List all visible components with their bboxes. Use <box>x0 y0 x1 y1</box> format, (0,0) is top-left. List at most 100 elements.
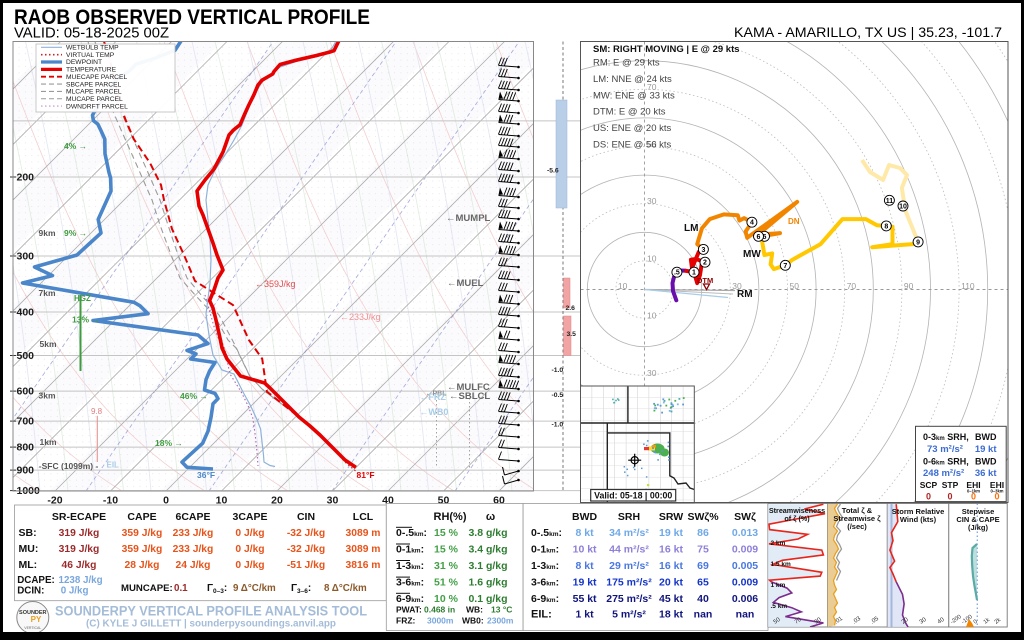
svg-text:0: 0 <box>971 492 976 502</box>
svg-text:WB0:: WB0: <box>462 616 484 626</box>
svg-text:0-1km:: 0-1km: <box>396 544 424 556</box>
svg-text:800: 800 <box>17 442 35 454</box>
svg-text:319 J/kg: 319 J/kg <box>59 528 100 539</box>
svg-text:0–3km: 0–3km <box>990 489 1003 494</box>
svg-text:15 %: 15 % <box>434 527 459 539</box>
svg-text:46 J/kg: 46 J/kg <box>62 560 97 571</box>
svg-text:275 m²/s²: 275 m²/s² <box>606 593 652 605</box>
svg-text:3-6km:: 3-6km: <box>396 577 424 589</box>
svg-text:Stepwise: Stepwise <box>962 507 995 516</box>
svg-text:ML:: ML: <box>19 559 38 571</box>
svg-text:0.1: 0.1 <box>174 583 188 594</box>
svg-text:ω: ω <box>486 511 495 523</box>
svg-text:29 m²/s²: 29 m²/s² <box>609 560 649 572</box>
svg-text:DWNDRFT PARCEL: DWNDRFT PARCEL <box>66 103 128 110</box>
svg-text:7km: 7km <box>39 288 56 298</box>
svg-text:1k: 1k <box>983 617 992 625</box>
svg-text:13 °C: 13 °C <box>491 605 512 615</box>
svg-text:SWζ: SWζ <box>734 511 756 523</box>
svg-text:3km: 3km <box>39 391 56 401</box>
svg-text:20 kt: 20 kt <box>659 577 683 589</box>
svg-text:.01: .01 <box>834 616 845 626</box>
svg-text:VERTICAL: VERTICAL <box>24 626 41 630</box>
svg-text:70: 70 <box>794 617 803 626</box>
svg-text:.03: .03 <box>852 616 863 626</box>
svg-text:8 kt: 8 kt <box>576 560 595 572</box>
svg-text:19 kt: 19 kt <box>573 577 597 589</box>
svg-text:8: 8 <box>884 223 888 230</box>
svg-text:0 J/kg: 0 J/kg <box>235 560 264 571</box>
svg-text:2.6: 2.6 <box>566 305 576 312</box>
svg-text:1.6 g/kg: 1.6 g/kg <box>468 577 507 589</box>
svg-text:233 J/kg: 233 J/kg <box>173 544 214 555</box>
svg-text:10 %: 10 % <box>434 593 459 605</box>
svg-text:1 km: 1 km <box>771 582 786 589</box>
svg-text:.5 km: .5 km <box>771 603 788 610</box>
svg-text:34 m²/s²: 34 m²/s² <box>609 527 649 539</box>
svg-text:BWD: BWD <box>572 511 597 523</box>
svg-text:RAOB OBSERVED VERTICAL PROFILE: RAOB OBSERVED VERTICAL PROFILE <box>14 5 370 29</box>
svg-text:10: 10 <box>899 204 907 211</box>
svg-text:359 J/kg: 359 J/kg <box>122 544 163 555</box>
svg-text:of ζ (%): of ζ (%) <box>784 514 810 523</box>
svg-text:-0.5: -0.5 <box>552 392 564 399</box>
svg-text:←359J/kg: ←359J/kg <box>255 279 296 289</box>
svg-text:0.013: 0.013 <box>732 527 758 539</box>
svg-text:←PBL: ←PBL <box>426 391 448 398</box>
svg-text:DN: DN <box>788 217 800 226</box>
svg-text:0: 0 <box>973 619 979 626</box>
svg-text:8 kt: 8 kt <box>576 527 595 539</box>
svg-text:1238 J/kg: 1238 J/kg <box>59 575 103 586</box>
svg-text:FRZ:: FRZ: <box>396 616 416 626</box>
svg-text:10 kt: 10 kt <box>573 544 597 556</box>
svg-text:50: 50 <box>773 617 782 626</box>
svg-text:15 %: 15 % <box>434 544 459 556</box>
svg-text:0-1km:: 0-1km: <box>531 544 559 556</box>
svg-text:70: 70 <box>847 281 857 291</box>
svg-text:3816 m: 3816 m <box>346 560 381 571</box>
svg-text:DTM: DTM <box>697 276 713 285</box>
svg-text:MUECAPE PARCEL: MUECAPE PARCEL <box>66 74 127 81</box>
svg-text:248 m²/s²: 248 m²/s² <box>923 468 964 479</box>
svg-text:-5.6: -5.6 <box>547 168 559 175</box>
svg-text:9km: 9km <box>39 228 56 238</box>
svg-text:0.009: 0.009 <box>732 577 758 589</box>
svg-text:1-3km:: 1-3km: <box>531 560 559 572</box>
svg-text:DCIN:: DCIN: <box>17 586 44 597</box>
svg-text:6-9km:: 6-9km: <box>531 593 559 605</box>
svg-text:3CAPE: 3CAPE <box>232 511 267 523</box>
svg-text:0-6km SRH,: 0-6km SRH, <box>923 457 969 467</box>
svg-text:BWD: BWD <box>975 457 997 467</box>
svg-text:6CAPE: 6CAPE <box>175 511 210 523</box>
svg-text:3000m: 3000m <box>427 616 454 626</box>
svg-text:7: 7 <box>783 263 787 270</box>
svg-text:500: 500 <box>17 350 35 362</box>
svg-text:24 J/kg: 24 J/kg <box>176 560 211 571</box>
svg-text:MUNCAPE:: MUNCAPE: <box>121 583 173 594</box>
svg-text:0.009: 0.009 <box>732 544 758 556</box>
svg-text:LCL: LCL <box>353 511 374 523</box>
svg-text:nan: nan <box>694 609 713 621</box>
svg-text:0: 0 <box>163 495 169 507</box>
svg-text:3089 m: 3089 m <box>346 544 381 555</box>
svg-text:RH(%): RH(%) <box>434 511 467 523</box>
svg-text:←MULFC: ←MULFC <box>447 382 490 393</box>
svg-text:9.8: 9.8 <box>91 407 103 416</box>
svg-text:HGZ: HGZ <box>74 294 91 303</box>
svg-text:30: 30 <box>919 617 928 626</box>
svg-text:RM: RM <box>737 289 753 300</box>
svg-text:MU:: MU: <box>19 543 39 555</box>
svg-text:0: 0 <box>926 492 931 502</box>
svg-text:2 km: 2 km <box>771 540 786 547</box>
svg-text:0 J/kg: 0 J/kg <box>235 528 264 539</box>
svg-text:EHI: EHI <box>966 480 980 490</box>
svg-text:WETBULB TEMP: WETBULB TEMP <box>66 45 119 52</box>
svg-text:65: 65 <box>697 577 709 589</box>
svg-text:6: 6 <box>757 234 761 241</box>
svg-text:8 Δ°C/km: 8 Δ°C/km <box>324 583 367 594</box>
svg-text:←MUMPL: ←MUMPL <box>446 213 491 224</box>
svg-text:50: 50 <box>790 281 800 291</box>
svg-text:SOUNDERPY VERTICAL PROFILE ANA: SOUNDERPY VERTICAL PROFILE ANALYSIS TOOL <box>55 604 367 619</box>
svg-text:200: 200 <box>17 172 35 184</box>
svg-text:←MUEL: ←MUEL <box>447 278 484 289</box>
